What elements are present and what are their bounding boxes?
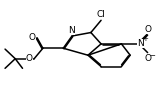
Text: N: N <box>137 39 144 48</box>
Text: O: O <box>29 33 36 42</box>
Text: Cl: Cl <box>97 10 105 19</box>
Text: O: O <box>26 54 33 63</box>
Text: −: − <box>149 53 155 60</box>
Text: +: + <box>142 36 148 42</box>
Text: N: N <box>68 26 75 35</box>
Text: O: O <box>144 54 151 63</box>
Text: O: O <box>144 25 151 34</box>
